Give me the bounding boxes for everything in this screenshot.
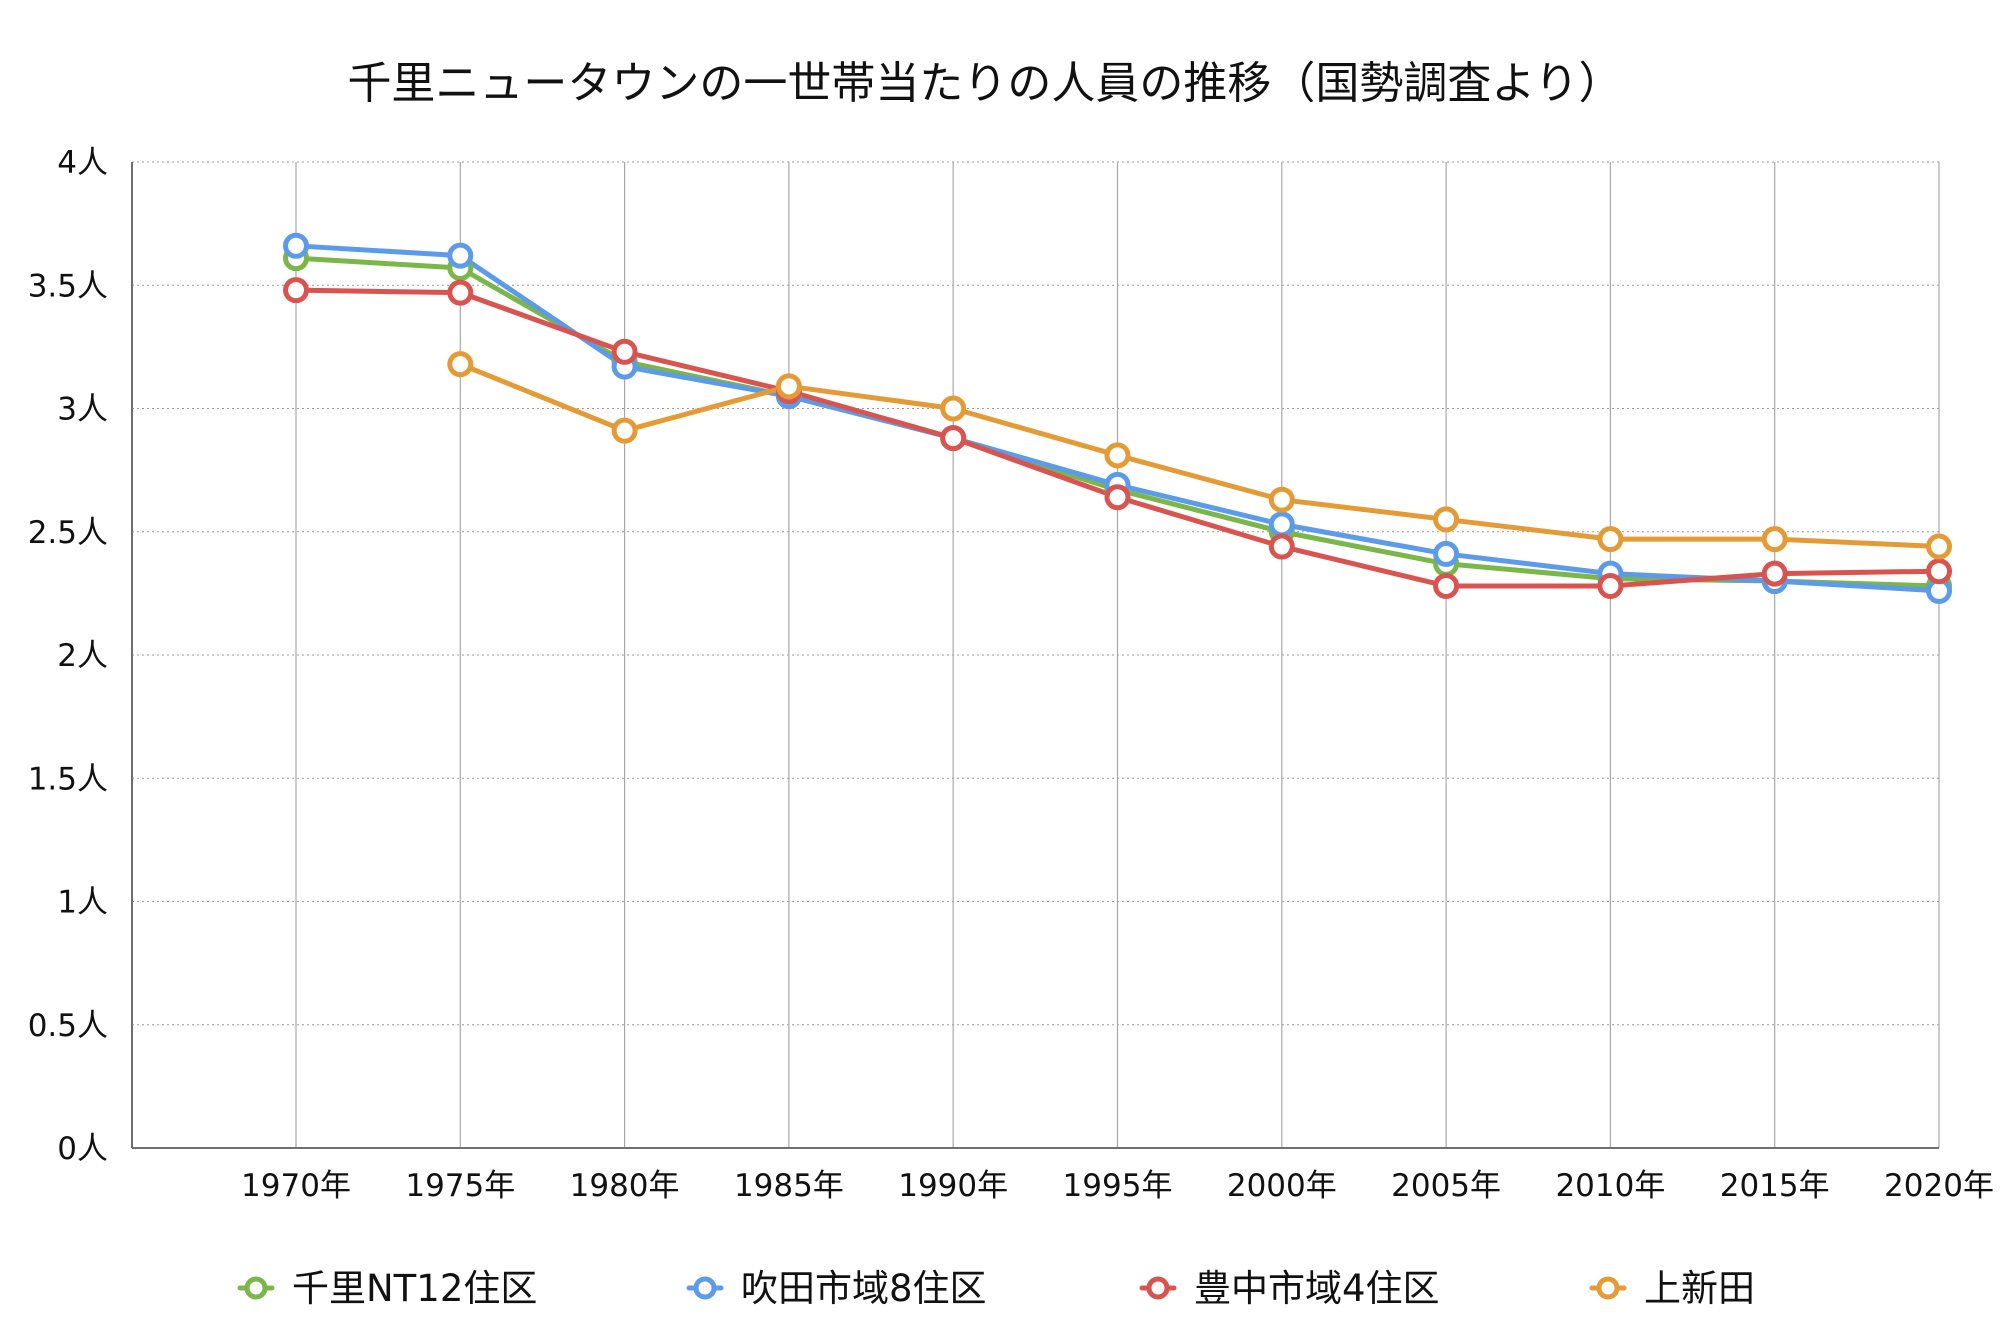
data-point (1597, 526, 1624, 553)
data-point (1433, 506, 1460, 533)
legend-swatch-marker (244, 1276, 268, 1300)
x-tick-label: 1990年 (898, 1168, 1008, 1204)
legend-label: 吹田市域8住区 (741, 1267, 987, 1310)
data-point (283, 277, 309, 304)
y-tick-label: 3.5人 (28, 268, 108, 304)
data-point (611, 417, 638, 444)
legend-swatch-marker (1146, 1276, 1170, 1300)
grid (132, 161, 1940, 1148)
data-point (1926, 558, 1952, 585)
y-tick-label: 2人 (57, 638, 108, 674)
y-tick-label: 0.5人 (28, 1008, 108, 1044)
data-point (611, 338, 638, 365)
legend-label: 豊中市域4住区 (1194, 1267, 1440, 1310)
y-tick-label: 4人 (57, 145, 108, 181)
data-point (940, 425, 967, 452)
legend-item: 千里NT12住区 (237, 1267, 537, 1310)
data-point (447, 351, 474, 378)
data-point (1433, 572, 1460, 599)
x-tick-label: 2000年 (1227, 1168, 1337, 1204)
data-point (1268, 511, 1295, 538)
y-tick-label: 0人 (57, 1131, 108, 1167)
data-point (1761, 526, 1788, 553)
legend-label: 上新田 (1644, 1267, 1755, 1310)
legend-item: 豊中市域4住区 (1139, 1267, 1440, 1310)
x-tick-label: 2005年 (1391, 1168, 1501, 1204)
series-lines (283, 232, 1952, 604)
data-point (1926, 533, 1952, 560)
legend-swatch-marker (1596, 1276, 1620, 1300)
data-point (447, 279, 474, 306)
x-tick-label: 1980年 (570, 1168, 680, 1204)
y-tick-label: 1人 (57, 885, 108, 921)
data-point (775, 373, 802, 400)
axes: 0人 0.5人 1人 1.5人 2人 2.5人 3人 3.5人 4人 1970年 1975年 1980… (28, 145, 1994, 1204)
y-tick-label: 3人 (57, 392, 108, 428)
x-tick-label: 1975年 (405, 1168, 515, 1204)
data-point (1268, 486, 1295, 513)
legend: 千里NT12住区 吹田市域8住区 豊中市域4住区 上新田 (237, 1267, 1755, 1310)
data-point (283, 232, 309, 259)
x-tick-label: 2015年 (1720, 1168, 1830, 1204)
x-tick-label: 1995年 (1063, 1168, 1173, 1204)
legend-swatch-marker (693, 1276, 717, 1300)
y-tick-label: 2.5人 (28, 515, 108, 551)
data-point (1104, 442, 1131, 469)
series-line (457, 361, 1942, 550)
x-tick-label: 2020年 (1884, 1168, 1994, 1204)
x-tick-label: 2010年 (1555, 1168, 1665, 1204)
x-tick-label: 1985年 (734, 1168, 844, 1204)
legend-item: 上新田 (1589, 1267, 1755, 1310)
data-point (1761, 560, 1788, 587)
data-point (1433, 540, 1460, 567)
series-4 (457, 361, 1942, 550)
data-point (1268, 533, 1295, 560)
data-point (1597, 572, 1624, 599)
legend-label: 千里NT12住区 (292, 1267, 537, 1310)
x-tick-label: 1970年 (241, 1168, 351, 1204)
y-tick-label: 1.5人 (28, 761, 108, 797)
data-point (1104, 484, 1131, 511)
legend-item: 吹田市域8住区 (686, 1267, 987, 1310)
series-4-points (447, 351, 1952, 560)
chart-title: 千里ニュータウンの一世帯当たりの人員の推移（国勢調査より） (347, 58, 1622, 109)
data-point (940, 395, 967, 422)
data-point (447, 242, 474, 269)
